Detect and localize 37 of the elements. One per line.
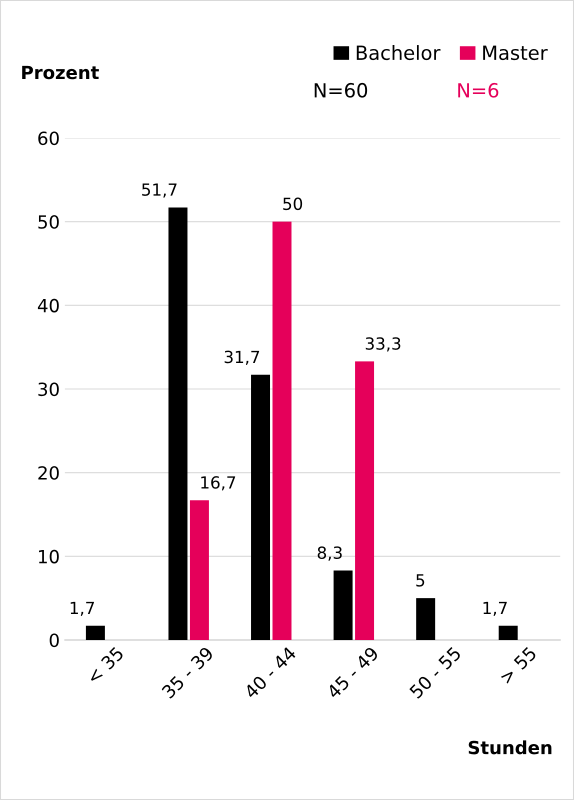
data-label: 1,7 [70,602,94,616]
data-label: 33,3 [366,337,400,352]
y-tick-label: 0 [50,633,59,648]
data-label: 51,7 [142,183,177,198]
y-tick-label: 50 [38,215,59,229]
data-label: 1,7 [484,602,507,616]
bar [334,570,353,640]
text: N=60 [314,82,368,98]
bar [86,626,105,640]
y-tick-label: 30 [38,382,59,396]
bar [168,207,188,640]
x-tick-label: 40 - 44 [243,646,297,700]
bar [251,374,270,640]
data-label: 16,7 [201,476,236,490]
y-tick-label: 10 [39,550,59,564]
bar [416,598,436,640]
bar [355,361,374,640]
data-label: 8,3 [318,546,342,561]
x-tick-label: < 35 [86,646,124,684]
text: N=6 [458,82,498,98]
y-tick-label: 40 [38,298,59,312]
y-tick-label: 60 [38,131,59,146]
bar [190,500,209,640]
x-tick-label: 35 - 39 [161,646,214,699]
legend-label: Bachelor [356,45,440,60]
bar [272,222,292,640]
x-tick-label: 45 - 49 [326,646,380,700]
y-axis-title: Prozent [22,66,99,80]
data-label: 31,7 [224,350,260,365]
y-tick-label: 20 [38,466,59,480]
x-tick-label: > 55 [499,646,538,684]
data-label: 50 [283,197,302,210]
data-label: 5 [416,574,424,587]
bar [498,626,518,640]
legend-label: Master [483,46,548,60]
x-tick-label: 50 - 55 [408,646,462,699]
x-axis-title: Stunden [468,740,552,754]
